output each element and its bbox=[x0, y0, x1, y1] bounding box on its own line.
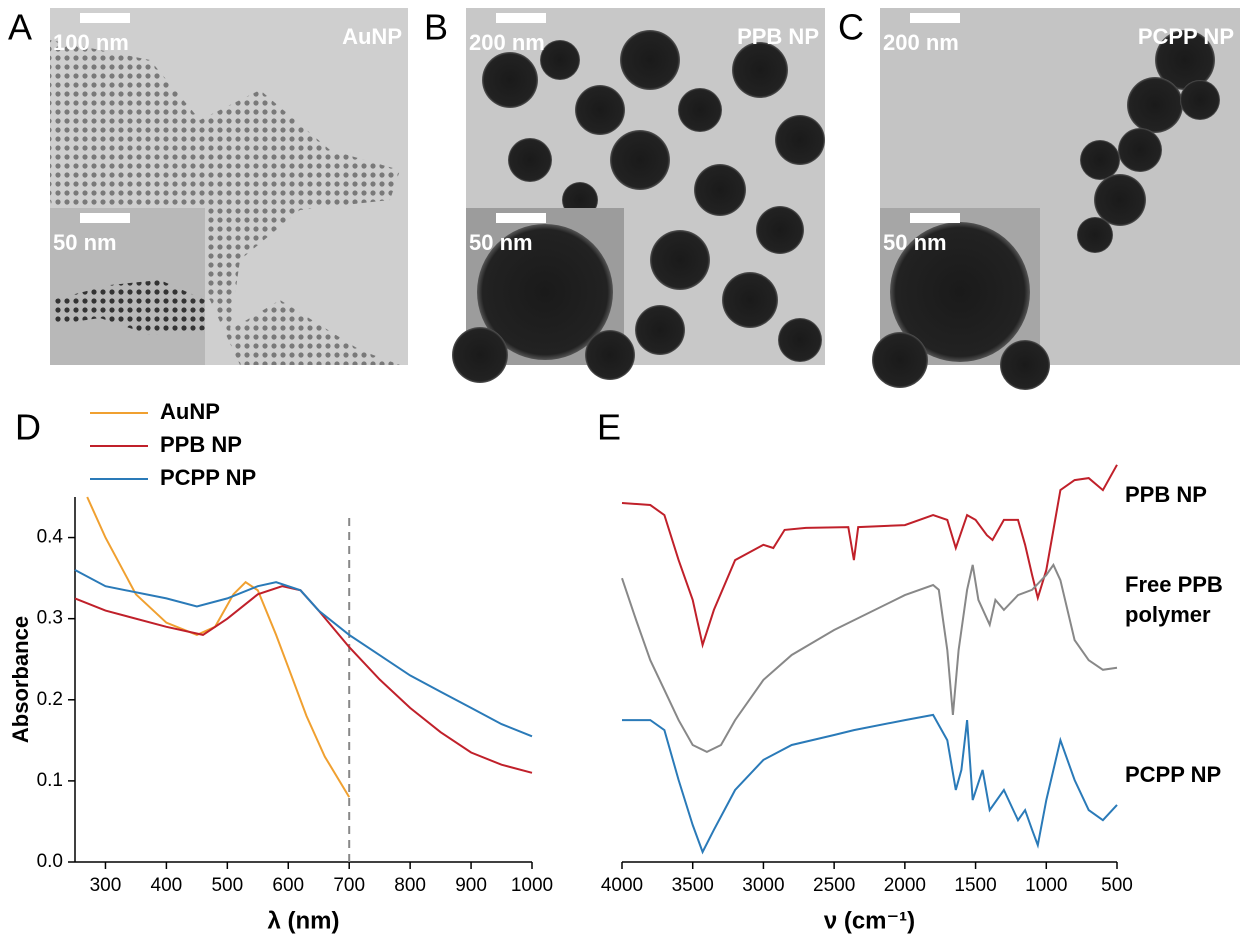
x-axis-label: λ (nm) bbox=[268, 907, 340, 934]
legend-label: PCPP NP bbox=[160, 465, 256, 490]
y-tick-label: 0.1 bbox=[37, 770, 63, 791]
y-axis-label: Absorbance bbox=[8, 616, 33, 743]
panel-label: B bbox=[424, 7, 448, 48]
legend-label: PPB NP bbox=[160, 432, 242, 457]
scale-label: 100 nm bbox=[53, 30, 129, 55]
x-tick-label: 1000 bbox=[1025, 875, 1067, 896]
x-tick-label: 1000 bbox=[511, 875, 553, 896]
series-label: Free PPB polymer bbox=[1125, 571, 1223, 627]
x-tick-label: 2000 bbox=[884, 875, 926, 896]
scale-label: 200 nm bbox=[883, 30, 959, 55]
inset-scale-bar bbox=[80, 213, 130, 223]
inset-scale-label: 50 nm bbox=[53, 230, 117, 255]
x-tick-label: 400 bbox=[151, 875, 183, 896]
x-tick-label: 900 bbox=[455, 875, 487, 896]
tem-image-a bbox=[50, 8, 408, 365]
sample-name: PPB NP bbox=[737, 24, 819, 49]
panel-label: D bbox=[15, 407, 41, 448]
y-tick-label: 0.4 bbox=[37, 527, 64, 548]
x-tick-label: 800 bbox=[394, 875, 426, 896]
series-line bbox=[86, 496, 351, 798]
inset-scale-label: 50 nm bbox=[469, 230, 533, 255]
series-label: PPB NP bbox=[1125, 481, 1207, 507]
x-axis-label: ν (cm⁻¹) bbox=[824, 907, 915, 934]
series-line bbox=[621, 562, 1118, 754]
x-tick-label: 700 bbox=[333, 875, 365, 896]
tem-image-c bbox=[872, 8, 1240, 390]
x-tick-label: 4000 bbox=[601, 875, 643, 896]
sample-name: AuNP bbox=[342, 24, 402, 49]
tem-image-b bbox=[452, 8, 825, 383]
legend-label: AuNP bbox=[160, 399, 220, 424]
x-tick-label: 600 bbox=[272, 875, 304, 896]
x-tick-label: 3000 bbox=[742, 875, 784, 896]
inset-scale-bar bbox=[496, 213, 546, 223]
x-tick-label: 500 bbox=[1101, 875, 1133, 896]
inset-scale-bar bbox=[910, 213, 960, 223]
series-line bbox=[74, 569, 533, 738]
x-tick-label: 2500 bbox=[813, 875, 855, 896]
series-line bbox=[622, 713, 1118, 855]
x-tick-label: 3500 bbox=[672, 875, 714, 896]
x-tick-label: 1500 bbox=[954, 875, 996, 896]
series-line bbox=[621, 464, 1118, 649]
scale-bar bbox=[496, 13, 546, 23]
sample-name: PCPP NP bbox=[1138, 24, 1234, 49]
panel-label: A bbox=[8, 7, 32, 48]
x-tick-label: 300 bbox=[90, 875, 122, 896]
y-tick-label: 0.2 bbox=[37, 689, 63, 710]
series-line bbox=[74, 585, 533, 774]
panel-label: C bbox=[838, 7, 864, 48]
scale-label: 200 nm bbox=[469, 30, 545, 55]
series-label: PCPP NP bbox=[1125, 761, 1222, 787]
inset-scale-label: 50 nm bbox=[883, 230, 947, 255]
y-tick-label: 0.3 bbox=[37, 608, 63, 629]
panel-label: E bbox=[597, 407, 621, 448]
y-tick-label: 0.0 bbox=[37, 851, 63, 872]
x-tick-label: 500 bbox=[211, 875, 243, 896]
scale-bar bbox=[910, 13, 960, 23]
scale-bar bbox=[80, 13, 130, 23]
